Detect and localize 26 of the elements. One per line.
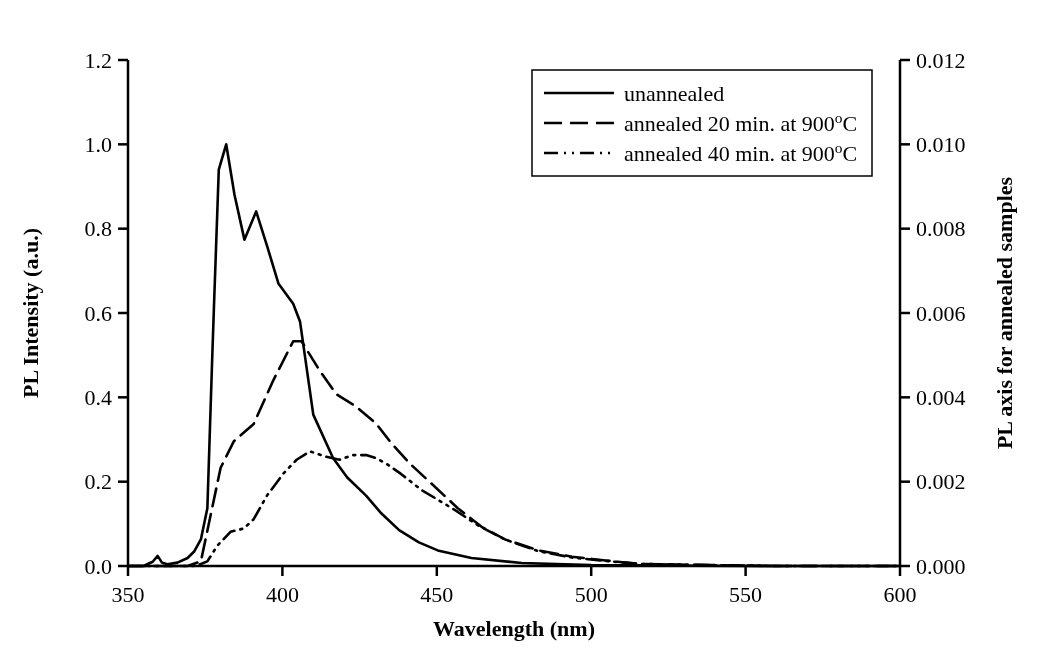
y2-tick-label: 0.002 xyxy=(916,469,966,495)
x-tick-label: 600 xyxy=(883,582,917,607)
x-tick-label: 350 xyxy=(111,582,145,607)
y-tick-label: 0.6 xyxy=(84,300,112,326)
y-tick-label: 0.0 xyxy=(84,553,112,579)
y2-tick-label: 0.008 xyxy=(916,216,966,242)
x-tick-label: 400 xyxy=(265,582,299,607)
legend-label: unannealed xyxy=(624,80,725,106)
y-tick-label: 1.2 xyxy=(84,47,112,73)
y-tick-label: 1.0 xyxy=(84,132,112,158)
y2-tick-label: 0.000 xyxy=(916,553,966,579)
x-tick-label: 450 xyxy=(420,582,454,607)
x-tick-label: 500 xyxy=(574,582,608,607)
y2-tick-label: 0.006 xyxy=(916,300,966,326)
y2-tick-label: 0.012 xyxy=(916,47,966,73)
y-tick-label: 0.8 xyxy=(84,216,112,242)
legend-label: annealed 40 min. at 900$^{o}$C xyxy=(624,138,858,166)
y2-tick-label: 0.004 xyxy=(916,385,966,411)
legend-label: annealed 20 min. at 900$^{o}$C xyxy=(624,108,858,136)
y-tick-label: 0.4 xyxy=(84,385,112,411)
x-tick-label: 550 xyxy=(729,582,763,607)
y-tick-label: 0.2 xyxy=(84,469,112,495)
x-axis-title: Wavelength (nm) xyxy=(433,616,595,641)
y2-axis-title: PL axis for annealed samples xyxy=(992,176,1017,450)
y2-tick-label: 0.010 xyxy=(916,132,966,158)
y-axis-title: PL Intensity (a.u.) xyxy=(18,228,43,398)
